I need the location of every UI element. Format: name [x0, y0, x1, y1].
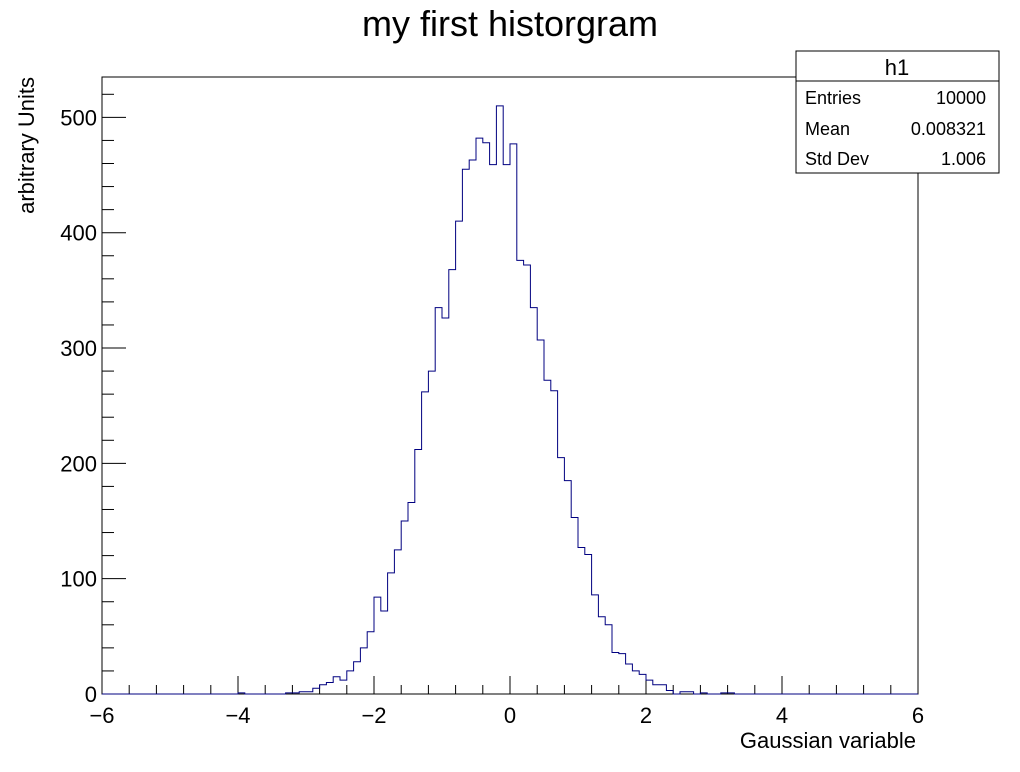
stats-mean-label: Mean: [805, 119, 850, 139]
x-axis: −6 −4 −2 0 2 4 6: [89, 676, 924, 728]
y-tick-label: 500: [60, 105, 97, 130]
y-tick-label: 300: [60, 336, 97, 361]
x-tick-label: 4: [776, 703, 788, 728]
y-tick-label: 200: [60, 451, 97, 476]
x-tick-label: −6: [89, 703, 114, 728]
stats-entries-value: 10000: [936, 88, 986, 108]
x-axis-label: Gaussian variable: [740, 728, 916, 753]
y-tick-label: 100: [60, 567, 97, 592]
stats-stddev-label: Std Dev: [805, 149, 869, 169]
y-tick-label: 0: [85, 682, 97, 707]
stats-box: h1 Entries 10000 Mean 0.008321 Std Dev 1…: [795, 50, 1000, 174]
stats-box-frame: [795, 50, 1000, 174]
y-axis-label: arbitrary Units: [14, 77, 39, 214]
chart-title: my first historgram: [362, 3, 658, 44]
x-tick-label: 2: [640, 703, 652, 728]
x-tick-label: −4: [225, 703, 250, 728]
y-axis: 0 100 200 300 400 500: [60, 93, 126, 707]
stats-box-name: h1: [885, 55, 909, 80]
stats-stddev-value: 1.006: [941, 149, 986, 169]
y-tick-label: 400: [60, 221, 97, 246]
stats-entries-label: Entries: [805, 88, 861, 108]
stats-mean-value: 0.008321: [911, 119, 986, 139]
x-tick-label: 0: [504, 703, 516, 728]
histogram-series-line: [102, 105, 918, 695]
x-tick-label: −2: [361, 703, 386, 728]
x-tick-label: 6: [912, 703, 924, 728]
